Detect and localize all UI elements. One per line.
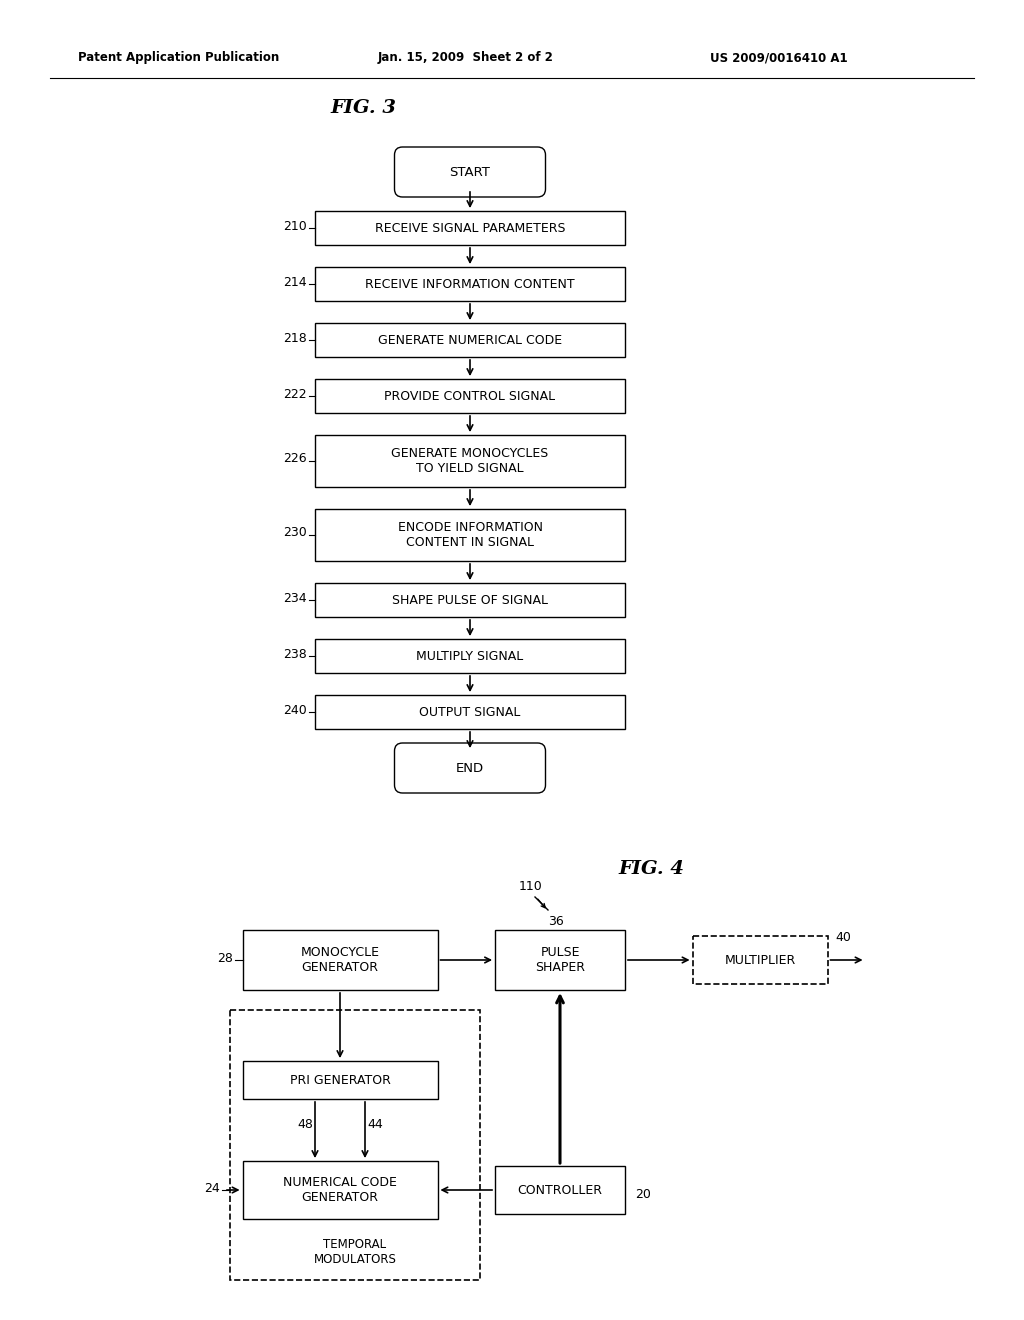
- Text: OUTPUT SIGNAL: OUTPUT SIGNAL: [419, 705, 520, 718]
- Text: 238: 238: [284, 648, 307, 660]
- Text: TEMPORAL
MODULATORS: TEMPORAL MODULATORS: [313, 1238, 396, 1266]
- Text: 48: 48: [297, 1118, 313, 1131]
- Text: 28: 28: [217, 952, 232, 965]
- Text: 226: 226: [284, 453, 307, 466]
- Bar: [243, 1162, 437, 1218]
- Text: RECEIVE INFORMATION CONTENT: RECEIVE INFORMATION CONTENT: [366, 277, 574, 290]
- Text: NUMERICAL CODE
GENERATOR: NUMERICAL CODE GENERATOR: [283, 1176, 397, 1204]
- Text: 44: 44: [367, 1118, 383, 1131]
- Bar: [495, 1166, 625, 1214]
- Text: 222: 222: [284, 388, 307, 400]
- Bar: [315, 379, 625, 413]
- Text: PULSE
SHAPER: PULSE SHAPER: [535, 946, 585, 974]
- Bar: [230, 1010, 480, 1280]
- Text: FIG. 4: FIG. 4: [618, 861, 684, 878]
- Text: PROVIDE CONTROL SIGNAL: PROVIDE CONTROL SIGNAL: [384, 389, 556, 403]
- Text: MULTIPLIER: MULTIPLIER: [724, 953, 796, 966]
- Text: 210: 210: [284, 219, 307, 232]
- Bar: [315, 436, 625, 487]
- Bar: [315, 639, 625, 673]
- Bar: [495, 931, 625, 990]
- Text: 24: 24: [204, 1181, 220, 1195]
- Text: END: END: [456, 762, 484, 775]
- Bar: [315, 267, 625, 301]
- Text: CONTROLLER: CONTROLLER: [517, 1184, 602, 1196]
- Text: 240: 240: [284, 704, 307, 717]
- Text: SHAPE PULSE OF SIGNAL: SHAPE PULSE OF SIGNAL: [392, 594, 548, 606]
- Text: 234: 234: [284, 591, 307, 605]
- Text: RECEIVE SIGNAL PARAMETERS: RECEIVE SIGNAL PARAMETERS: [375, 222, 565, 235]
- Text: US 2009/0016410 A1: US 2009/0016410 A1: [710, 51, 848, 65]
- Text: MULTIPLY SIGNAL: MULTIPLY SIGNAL: [417, 649, 523, 663]
- Bar: [315, 696, 625, 729]
- Text: 110: 110: [519, 880, 543, 894]
- Text: 218: 218: [284, 331, 307, 345]
- Bar: [315, 211, 625, 246]
- FancyBboxPatch shape: [394, 743, 546, 793]
- Text: Jan. 15, 2009  Sheet 2 of 2: Jan. 15, 2009 Sheet 2 of 2: [378, 51, 554, 65]
- Text: Patent Application Publication: Patent Application Publication: [78, 51, 280, 65]
- Bar: [315, 510, 625, 561]
- Text: FIG. 3: FIG. 3: [330, 99, 396, 117]
- FancyBboxPatch shape: [394, 147, 546, 197]
- Text: GENERATE NUMERICAL CODE: GENERATE NUMERICAL CODE: [378, 334, 562, 346]
- Text: MONOCYCLE
GENERATOR: MONOCYCLE GENERATOR: [300, 946, 380, 974]
- Bar: [315, 323, 625, 356]
- Text: 230: 230: [284, 527, 307, 540]
- Text: 214: 214: [284, 276, 307, 289]
- Bar: [315, 583, 625, 616]
- Bar: [243, 931, 437, 990]
- Text: ENCODE INFORMATION
CONTENT IN SIGNAL: ENCODE INFORMATION CONTENT IN SIGNAL: [397, 521, 543, 549]
- Bar: [243, 1061, 437, 1100]
- Text: 36: 36: [548, 915, 564, 928]
- Text: GENERATE MONOCYCLES
TO YIELD SIGNAL: GENERATE MONOCYCLES TO YIELD SIGNAL: [391, 447, 549, 475]
- Bar: [692, 936, 827, 983]
- Text: PRI GENERATOR: PRI GENERATOR: [290, 1073, 390, 1086]
- Text: START: START: [450, 165, 490, 178]
- Text: 40: 40: [836, 931, 851, 944]
- Text: 20: 20: [635, 1188, 651, 1201]
